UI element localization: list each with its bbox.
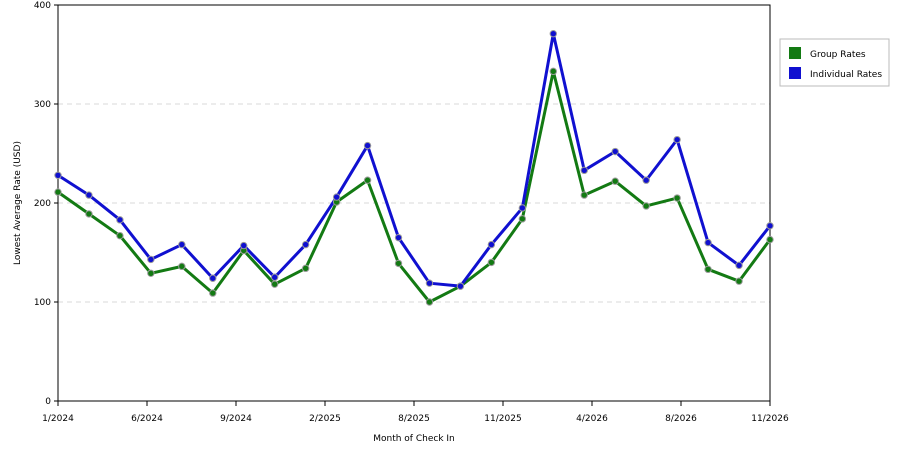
data-point-group [611,177,619,185]
data-point-individual [363,141,372,150]
data-point-group [209,289,217,297]
series-lines [54,30,774,306]
data-point-group [735,277,743,285]
data-point-group [116,231,124,240]
data-point-individual [301,240,310,249]
data-point-individual [518,204,527,212]
y-tick-label: 100 [34,298,51,308]
legend-label-group: Group Rates [810,50,866,60]
data-point-group [178,262,186,271]
legend-swatch-group [789,47,801,59]
x-axis-ticks: 1/2024 6/2024 9/2024 2/2025 8/2025 11/2025 4/2… [42,401,789,424]
data-point-group [363,176,372,184]
data-point-individual [54,171,62,179]
legend-label-individual: Individual Rates [810,70,882,80]
data-point-individual [240,241,248,250]
data-point-group [270,280,279,288]
data-point-individual [549,30,558,38]
data-point-individual [394,233,403,242]
data-point-individual [611,147,619,156]
x-tick-label: 8/2025 [398,414,430,424]
data-point-individual [425,279,434,287]
x-axis-label: Month of Check In [373,434,455,444]
data-point-group [704,265,712,274]
data-point-group [642,202,650,210]
data-point-individual [116,216,124,224]
data-point-individual [456,282,465,290]
grid-lines [58,103,770,303]
data-point-individual [209,274,217,282]
data-point-individual [673,135,681,144]
data-point-group [301,264,310,273]
data-point-individual [178,240,186,249]
data-point-group [673,194,681,202]
y-tick-label: 400 [34,1,51,11]
y-tick-label: 200 [34,199,51,209]
data-point-group [487,258,496,267]
data-point-individual [270,273,279,281]
x-tick-label: 2/2025 [309,414,341,424]
data-point-individual [332,193,341,201]
y-axis-label: Lowest Average Rate (USD) [13,141,23,265]
data-point-individual [85,191,93,199]
data-point-individual [147,255,155,264]
x-tick-label: 11/2025 [484,414,521,424]
x-tick-label: 4/2026 [576,414,608,424]
data-point-group [580,191,588,199]
data-point-group [54,188,62,196]
x-tick-label: 11/2026 [751,414,789,424]
y-tick-label: 0 [45,397,51,407]
legend-swatch-individual [789,67,801,79]
data-point-group [394,259,403,268]
data-point-group [85,210,93,218]
x-tick-label: 9/2024 [220,414,252,424]
data-point-group [766,235,774,244]
data-point-group [425,298,434,306]
y-tick-label: 300 [34,100,51,110]
x-tick-label: 1/2024 [42,414,74,424]
data-point-individual [487,240,496,249]
data-point-individual [735,261,743,270]
data-point-individual [704,238,712,247]
x-tick-label: 6/2024 [131,414,163,424]
data-point-group [147,269,155,277]
series-line-group [57,69,772,304]
x-tick-label: 8/2026 [665,414,697,424]
data-point-group [549,67,558,76]
legend: Group Rates Individual Rates [779,38,890,87]
data-point-individual [580,166,588,175]
data-point-individual [766,222,774,230]
y-axis-ticks: 0 100 200 300 400 [34,1,58,407]
data-point-group [518,215,527,223]
series-line-individual [57,32,772,288]
data-point-individual [642,176,650,184]
